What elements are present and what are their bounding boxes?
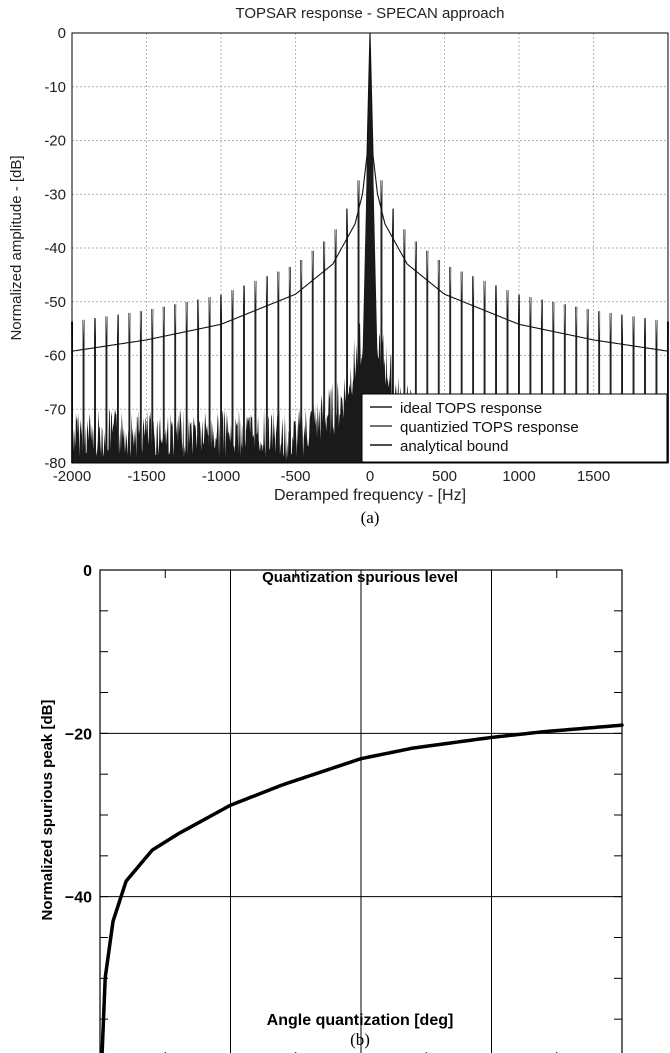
y-tick-label: -30 xyxy=(44,186,66,203)
chart-b-title: Quantization spurious level xyxy=(262,569,458,586)
x-tick-label: -500 xyxy=(280,468,310,485)
caption-b: (b) xyxy=(350,1030,370,1049)
chart-a-noise-floor xyxy=(72,33,668,463)
x-tick-label: -1500 xyxy=(127,468,165,485)
chart-quantization-spurious: Quantization spurious level 0−20−40−60 0… xyxy=(39,563,624,1053)
chart-b-x-axis-label: Angle quantization [deg] xyxy=(267,1012,454,1029)
chart-b-y-tick-labels: 0−20−40−60 xyxy=(65,563,92,907)
x-tick-label: 0 xyxy=(366,468,374,485)
caption-a: (a) xyxy=(361,508,380,527)
x-tick-label: 1500 xyxy=(577,468,610,485)
y-tick-label: -20 xyxy=(44,133,66,150)
y-tick-label: −40 xyxy=(65,890,92,907)
chart-a-x-tick-labels: -2000 -1500 -1000 -500 0 500 1000 1500 xyxy=(53,468,610,485)
y-tick-label: 0 xyxy=(83,563,92,580)
chart-a-legend: ideal TOPS response quantizied TOPS resp… xyxy=(361,393,668,463)
spur-peak xyxy=(243,285,245,464)
y-tick-label: -60 xyxy=(44,348,66,365)
y-tick-label: -50 xyxy=(44,294,66,311)
y-tick-label: 0 xyxy=(58,25,66,42)
chart-topsar-response: TOPSAR response - SPECAN approach 0 -10 -2… xyxy=(8,5,669,504)
chart-b-y-axis-label: Normalized spurious peak [dB] xyxy=(39,700,56,921)
y-tick-label: -40 xyxy=(44,240,66,257)
chart-b-grid xyxy=(100,570,622,1053)
chart-b-spurious-curve xyxy=(100,723,624,1053)
x-tick-label: -2000 xyxy=(53,468,91,485)
legend-entry-ideal: ideal TOPS response xyxy=(400,400,542,417)
chart-a-frame xyxy=(71,32,669,464)
y-tick-label: -10 xyxy=(44,79,66,96)
legend-box xyxy=(361,393,668,463)
x-tick-label: 1000 xyxy=(502,468,535,485)
chart-a-x-axis-label: Deramped frequency - [Hz] xyxy=(274,487,466,504)
spur-peak xyxy=(197,299,200,464)
x-tick-label: 500 xyxy=(432,468,457,485)
chart-a-y-axis-label: Normalized amplitude - [dB] xyxy=(8,155,25,340)
y-tick-label: -80 xyxy=(44,455,66,472)
y-tick-label: -70 xyxy=(44,401,66,418)
x-tick-label: -1000 xyxy=(202,468,240,485)
legend-entry-bound: analytical bound xyxy=(400,438,508,455)
y-tick-label: −20 xyxy=(65,726,92,743)
chart-a-title: TOPSAR response - SPECAN approach xyxy=(235,5,504,22)
legend-entry-quantized: quantizied TOPS response xyxy=(400,419,579,436)
chart-a-y-tick-labels: 0 -10 -20 -30 -40 -50 -60 -70 -80 xyxy=(44,25,66,472)
